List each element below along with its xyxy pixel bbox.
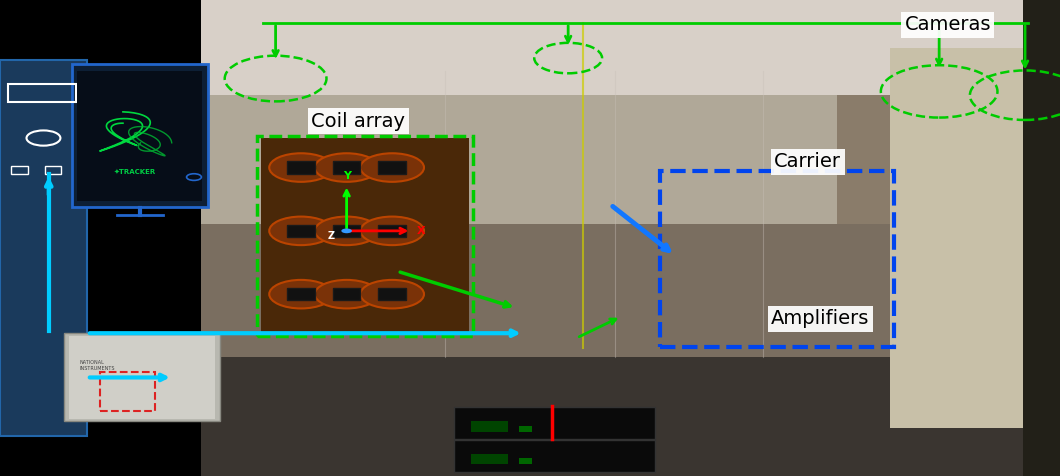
FancyBboxPatch shape: [77, 71, 202, 201]
FancyBboxPatch shape: [1023, 0, 1060, 476]
Text: Amplifiers: Amplifiers: [772, 309, 869, 328]
FancyBboxPatch shape: [333, 288, 360, 300]
FancyBboxPatch shape: [378, 225, 406, 237]
FancyBboxPatch shape: [287, 161, 315, 174]
FancyBboxPatch shape: [519, 458, 532, 464]
FancyBboxPatch shape: [287, 225, 315, 237]
Circle shape: [315, 217, 378, 245]
FancyBboxPatch shape: [471, 454, 508, 464]
FancyBboxPatch shape: [471, 421, 508, 432]
Text: Cameras: Cameras: [904, 15, 991, 34]
FancyBboxPatch shape: [64, 333, 220, 421]
Text: Y: Y: [342, 171, 351, 181]
FancyBboxPatch shape: [201, 224, 1060, 357]
FancyBboxPatch shape: [0, 60, 87, 436]
Circle shape: [269, 280, 333, 308]
Text: NATIONAL
INSTRUMENTS: NATIONAL INSTRUMENTS: [80, 360, 114, 371]
Circle shape: [315, 280, 378, 308]
FancyBboxPatch shape: [333, 225, 360, 237]
Circle shape: [341, 228, 352, 233]
FancyBboxPatch shape: [201, 357, 1060, 476]
Circle shape: [269, 217, 333, 245]
Circle shape: [360, 153, 424, 182]
FancyBboxPatch shape: [261, 138, 469, 333]
Text: X: X: [417, 226, 425, 236]
FancyBboxPatch shape: [69, 336, 215, 419]
Circle shape: [269, 153, 333, 182]
FancyBboxPatch shape: [454, 407, 655, 439]
FancyBboxPatch shape: [201, 0, 1060, 476]
Text: Z: Z: [328, 231, 334, 241]
Text: Carrier: Carrier: [774, 152, 842, 171]
FancyBboxPatch shape: [378, 161, 406, 174]
FancyBboxPatch shape: [333, 161, 360, 174]
FancyBboxPatch shape: [454, 440, 655, 472]
FancyBboxPatch shape: [378, 288, 406, 300]
FancyBboxPatch shape: [201, 0, 1060, 95]
FancyBboxPatch shape: [201, 95, 837, 238]
FancyBboxPatch shape: [519, 426, 532, 432]
Circle shape: [360, 217, 424, 245]
Text: Coil array: Coil array: [312, 112, 405, 131]
FancyBboxPatch shape: [890, 48, 1060, 428]
Circle shape: [315, 153, 378, 182]
Circle shape: [360, 280, 424, 308]
Text: ✦TRACKER: ✦TRACKER: [113, 169, 156, 174]
FancyBboxPatch shape: [72, 64, 208, 207]
FancyBboxPatch shape: [287, 288, 315, 300]
